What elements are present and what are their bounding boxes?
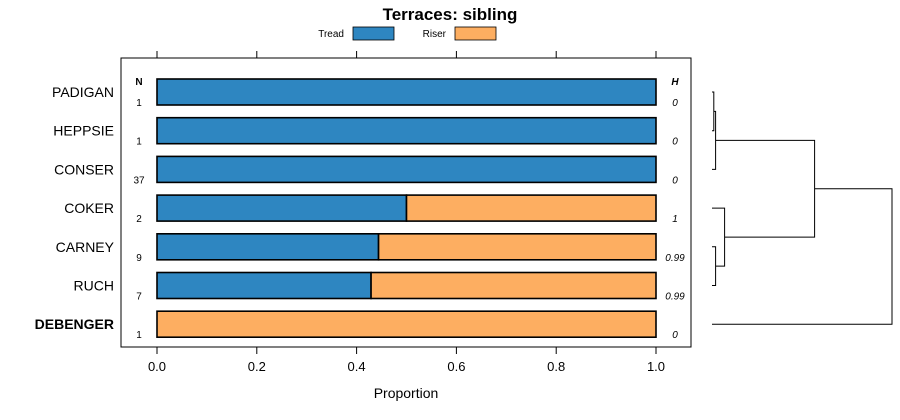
h-value-ruch: 0.99 bbox=[665, 292, 685, 303]
dendrogram-link-4 bbox=[712, 207, 726, 267]
bar-coker-riser bbox=[405, 194, 657, 222]
category-label-conser: CONSER bbox=[54, 161, 114, 177]
n-value-carney: 9 bbox=[136, 253, 142, 264]
x-tick-label: 0.4 bbox=[348, 359, 366, 374]
category-label-carney: CARNEY bbox=[56, 239, 115, 255]
row-labels: PADIGAN 1 0 HEPPSIE 1 0 CONSER 37 0 COKER 2 1 CARNEY… bbox=[35, 84, 686, 341]
n-value-conser: 37 bbox=[133, 175, 145, 186]
x-tick-label: 0.6 bbox=[447, 359, 465, 374]
h-value-padigan: 0 bbox=[672, 98, 678, 109]
h-value-debenger: 0 bbox=[672, 330, 678, 341]
h-value-coker: 1 bbox=[672, 214, 678, 225]
chart-title: Terraces: sibling bbox=[383, 5, 518, 24]
bar-carney-riser bbox=[377, 233, 657, 261]
dendrogram bbox=[712, 91, 893, 325]
category-label-ruch: RUCH bbox=[74, 278, 114, 294]
bar-conser-tread bbox=[156, 155, 657, 184]
category-label-debenger: DEBENGER bbox=[35, 316, 114, 332]
n-value-debenger: 1 bbox=[136, 330, 142, 341]
n-column-header: N bbox=[135, 77, 142, 88]
bar-ruch-riser bbox=[370, 271, 657, 300]
x-tick-label: 0.2 bbox=[248, 359, 266, 374]
legend-swatch-tread bbox=[352, 26, 395, 41]
x-axis-label: Proportion bbox=[374, 385, 439, 401]
h-column-header: H bbox=[671, 77, 679, 88]
dendrogram-link-6 bbox=[712, 188, 893, 325]
legend-label-riser: Riser bbox=[423, 29, 447, 40]
x-tick-label: 0.8 bbox=[547, 359, 565, 374]
bar-carney-tread bbox=[156, 233, 380, 261]
bar-coker-tread bbox=[156, 194, 408, 222]
category-label-coker: COKER bbox=[64, 200, 114, 216]
h-value-carney: 0.99 bbox=[665, 253, 685, 264]
x-axis: 0.0 0.2 0.4 0.6 0.8 1.0 bbox=[148, 51, 665, 374]
n-value-padigan: 1 bbox=[136, 98, 142, 109]
h-value-conser: 0 bbox=[672, 175, 678, 186]
legend-swatch-riser bbox=[454, 26, 497, 41]
bar-ruch-tread bbox=[156, 271, 372, 300]
bars bbox=[156, 78, 657, 339]
bar-padigan-tread bbox=[156, 78, 657, 106]
legend: Tread Riser bbox=[318, 26, 497, 41]
category-label-padigan: PADIGAN bbox=[52, 84, 114, 100]
legend-label-tread: Tread bbox=[318, 29, 344, 40]
x-tick-label: 0.0 bbox=[148, 359, 166, 374]
x-tick-label: 1.0 bbox=[647, 359, 665, 374]
h-value-heppsie: 0 bbox=[672, 137, 678, 148]
dendrogram-link-5 bbox=[715, 139, 816, 238]
dendrogram-link-3 bbox=[712, 246, 717, 286]
category-label-heppsie: HEPPSIE bbox=[53, 123, 114, 139]
bar-heppsie-tread bbox=[156, 116, 657, 145]
plot-frame bbox=[120, 57, 692, 348]
dendrogram-link-1 bbox=[712, 91, 715, 132]
n-value-ruch: 7 bbox=[136, 292, 142, 303]
n-value-heppsie: 1 bbox=[136, 137, 142, 148]
bar-debenger-riser bbox=[156, 310, 657, 339]
n-value-coker: 2 bbox=[136, 214, 142, 225]
